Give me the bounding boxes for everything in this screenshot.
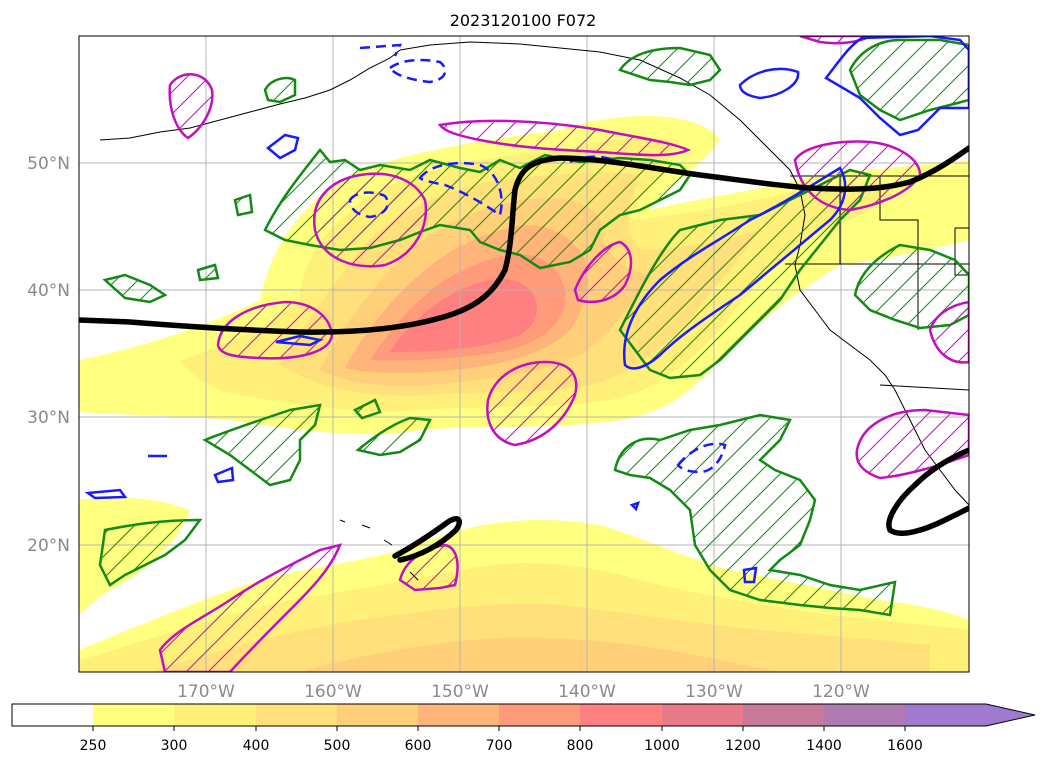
blue-contour-small-3 bbox=[84, 488, 128, 500]
colorbar-seg-3 bbox=[256, 704, 337, 726]
green-region-small-5 bbox=[196, 263, 220, 282]
green-region-alaska-gulf bbox=[618, 46, 722, 87]
colorbar-seg-6 bbox=[499, 704, 580, 726]
ivt-band-500-south bbox=[300, 637, 780, 672]
blue-dashed-top-2 bbox=[359, 43, 403, 57]
colorbar-seg-10 bbox=[824, 704, 905, 726]
lon-label-140w: 140°W bbox=[558, 682, 616, 702]
blue-dashed-north-center bbox=[418, 161, 503, 218]
blue-contour-small-5 bbox=[213, 466, 235, 484]
green-region-small-2 bbox=[102, 273, 168, 304]
map-plot-area bbox=[79, 36, 969, 672]
colorbar-extend-arrow bbox=[986, 704, 1035, 726]
colorbar-label-600: 600 bbox=[405, 738, 432, 754]
blue-contour-gulf bbox=[738, 67, 800, 100]
colorbar-seg-7 bbox=[580, 704, 662, 726]
blue-dashed-top bbox=[388, 58, 447, 84]
blue-dashed-north-left bbox=[348, 191, 389, 219]
magenta-region-hawaii bbox=[398, 543, 459, 592]
colorbar-seg-8 bbox=[662, 704, 743, 726]
map-title: 2023120100 F072 bbox=[450, 11, 597, 30]
lat-label-40n: 40°N bbox=[27, 281, 70, 301]
blue-contour-small-1 bbox=[265, 133, 300, 160]
green-region-mid-pacific bbox=[202, 403, 322, 487]
colorbar: 250 300 400 500 600 700 800 1000 1200 14… bbox=[11, 703, 1036, 754]
green-region-small-1 bbox=[355, 416, 432, 457]
green-region-small-4 bbox=[233, 193, 254, 217]
colorbar-label-500: 500 bbox=[324, 738, 351, 754]
colorbar-label-700: 700 bbox=[486, 738, 513, 754]
lon-label-160w: 160°W bbox=[304, 682, 362, 702]
green-region-northeast bbox=[848, 38, 969, 122]
longitude-labels: 170°W 160°W 150°W 140°W 130°W 120°W bbox=[177, 682, 870, 702]
lat-label-20n: 20°N bbox=[27, 536, 70, 556]
colorbar-label-1200: 1200 bbox=[725, 738, 761, 754]
lon-label-120w: 120°W bbox=[812, 682, 870, 702]
black-contour-southeast bbox=[886, 447, 969, 536]
blue-dashed-contours bbox=[348, 43, 727, 474]
colorbar-seg-1 bbox=[93, 704, 174, 726]
magenta-region-north-left bbox=[312, 172, 428, 268]
green-region-small-3 bbox=[263, 76, 297, 104]
colorbar-seg-2 bbox=[174, 704, 256, 726]
ivt-band-800-north bbox=[390, 279, 537, 352]
green-region-small-6 bbox=[352, 398, 382, 420]
colorbar-label-1400: 1400 bbox=[806, 738, 842, 754]
magenta-region-top-left bbox=[168, 73, 214, 140]
lat-label-30n: 30°N bbox=[27, 408, 70, 428]
magenta-region-south-band bbox=[158, 543, 343, 672]
black-contour-hawaii bbox=[392, 516, 462, 563]
colorbar-outline bbox=[11, 703, 1036, 727]
map-frame bbox=[78, 35, 970, 673]
latitude-labels: 50°N 40°N 30°N 20°N bbox=[27, 154, 70, 556]
blue-contour-small-6 bbox=[742, 566, 758, 584]
colorbar-seg-4 bbox=[337, 704, 418, 726]
blue-contour-small-2 bbox=[275, 334, 324, 347]
coast-aleutians bbox=[99, 49, 401, 141]
colorbar-seg-9 bbox=[743, 704, 824, 726]
magenta-region-center-mid bbox=[573, 240, 633, 304]
lon-label-130w: 130°W bbox=[685, 682, 743, 702]
colorbar-seg-11 bbox=[905, 704, 986, 726]
magenta-region-east-mid bbox=[928, 300, 969, 364]
colorbar-label-300: 300 bbox=[161, 738, 188, 754]
blue-contour-small-7 bbox=[629, 501, 640, 512]
colorbar-label-1600: 1600 bbox=[887, 738, 923, 754]
colorbar-label-250: 250 bbox=[80, 738, 107, 754]
colorbar-seg-5 bbox=[418, 704, 499, 726]
black-contour-main-jet bbox=[79, 145, 969, 335]
black-contours bbox=[79, 145, 969, 563]
colorbar-label-800: 800 bbox=[567, 738, 594, 754]
magenta-hatched-regions bbox=[158, 36, 969, 672]
blue-contour-northeast bbox=[824, 36, 969, 137]
colorbar-label-1000: 1000 bbox=[644, 738, 680, 754]
lat-label-50n: 50°N bbox=[27, 154, 70, 174]
green-region-south-west bbox=[98, 518, 203, 587]
border-us-mexico bbox=[879, 384, 969, 391]
lon-label-150w: 150°W bbox=[431, 682, 489, 702]
coast-hawaii bbox=[339, 519, 419, 581]
green-region-south-east bbox=[613, 413, 897, 617]
magenta-region-center-south bbox=[486, 360, 578, 447]
magenta-region-north-band bbox=[437, 119, 692, 157]
colorbar-seg-0 bbox=[12, 704, 93, 726]
colorbar-ticks bbox=[92, 726, 906, 731]
colorbar-label-400: 400 bbox=[243, 738, 270, 754]
lon-label-170w: 170°W bbox=[177, 682, 235, 702]
